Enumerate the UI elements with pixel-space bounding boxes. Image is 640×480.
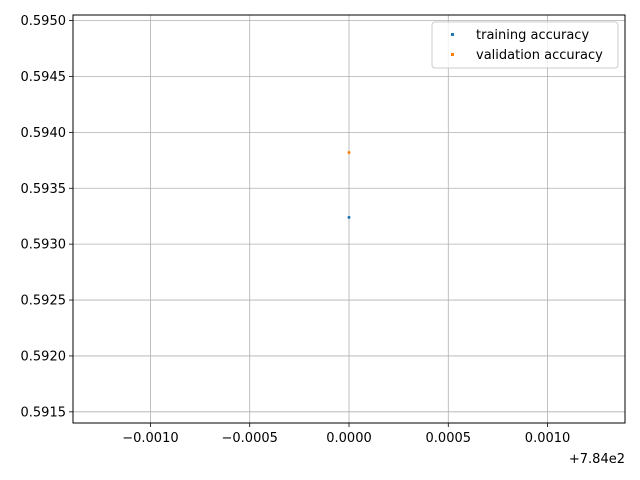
- x-axis-offset-label: +7.84e2: [569, 452, 625, 467]
- legend-label-validation-accuracy: validation accuracy: [476, 48, 603, 63]
- legend-marker-training-accuracy: [451, 33, 454, 36]
- y-tick-label-1: 0.5920: [21, 349, 67, 364]
- y-tick-label-6: 0.5945: [21, 70, 67, 85]
- y-tick-label-4: 0.5935: [21, 182, 67, 197]
- y-tick-label-3: 0.5930: [21, 238, 67, 253]
- x-tick-label-1: −0.0005: [222, 431, 278, 446]
- x-tick-label-0: −0.0010: [122, 431, 178, 446]
- y-tick-label-0: 0.5915: [21, 405, 67, 420]
- y-tick-label-7: 0.5950: [21, 14, 67, 29]
- y-tick-label-2: 0.5925: [21, 294, 67, 309]
- legend-box: [431, 21, 619, 69]
- legend-label-training-accuracy: training accuracy: [476, 28, 589, 43]
- axis-ticks: −0.0010 −0.0005 0.0000 0.0005 0.0010 0.5915 0.…: [21, 14, 571, 446]
- x-tick-label-4: 0.0010: [525, 431, 571, 446]
- grid: [73, 15, 625, 423]
- point-training-accuracy-0: [347, 215, 351, 219]
- point-validation-accuracy-0: [347, 150, 351, 154]
- legend: training accuracy validation accuracy: [431, 21, 619, 69]
- x-tick-label-3: 0.0005: [426, 431, 472, 446]
- data-points: [347, 150, 351, 219]
- x-tick-label-2: 0.0000: [326, 431, 372, 446]
- legend-marker-validation-accuracy: [451, 53, 454, 56]
- y-tick-label-5: 0.5940: [21, 126, 67, 141]
